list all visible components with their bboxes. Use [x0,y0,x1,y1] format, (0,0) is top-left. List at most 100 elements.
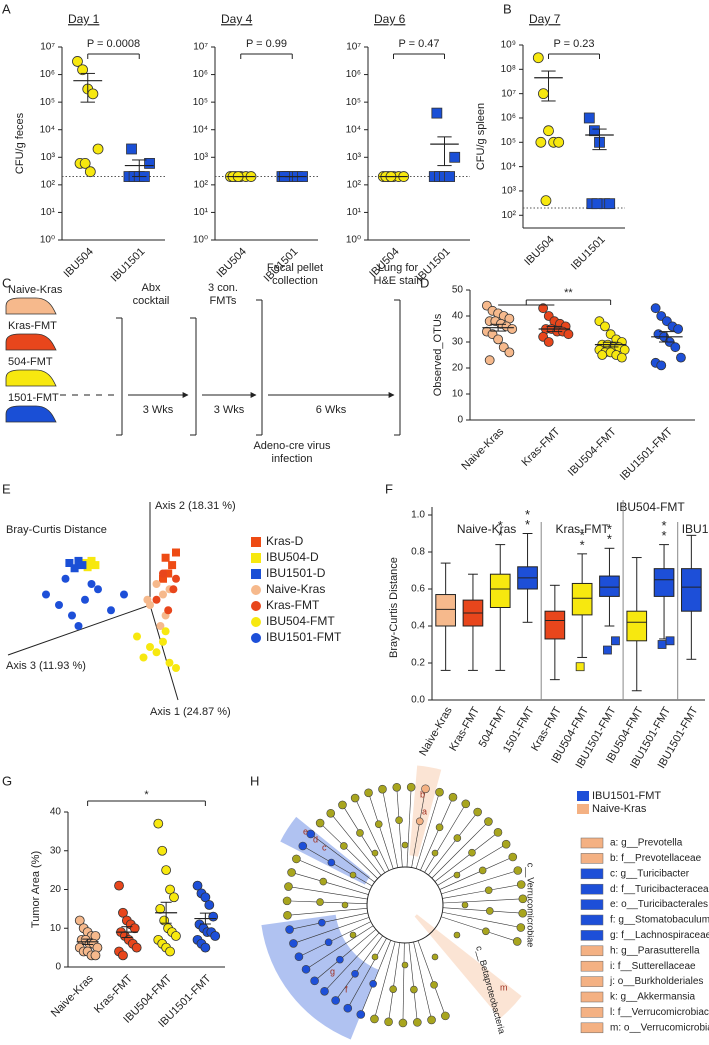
tree-node [298,841,308,851]
circle-marker [676,352,686,363]
tree-node [482,927,490,936]
circle-marker [68,611,76,620]
tree-branch [320,891,368,900]
tree-branch [488,884,522,891]
tree-node [285,925,294,934]
y-tick-label: 10 [50,923,62,934]
axis-label: Axis 3 (11.93 %) [6,660,86,672]
y-tick-label: 50 [452,285,464,296]
significance-star: * [498,528,503,543]
x-tick-label: Naive-Kras [459,425,506,472]
y-tick-label: 0.6 [411,584,425,595]
tree-node [453,834,462,842]
tree-branch [488,920,521,928]
y-axis-label: Bray-Curtis Distance [388,557,400,658]
significance-star: * [662,528,667,543]
tree-node [478,866,487,875]
taxon-swatch [580,930,604,941]
x-tick-label: Naive-Kras [49,972,96,1019]
panel-letter: B [503,1,512,16]
y-axis-label: CFU/g spleen [475,103,487,170]
circle-marker [251,633,261,643]
tree-branch [477,843,507,862]
circle-marker [172,574,180,583]
mouse-label: Naive-Kras [8,284,63,296]
taxon-label: f: g__Stomatobaculum [610,915,709,926]
taxon-swatch [580,883,604,895]
tree-node [431,953,439,961]
square-marker [87,556,96,565]
y-tick-label: 10⁷ [501,88,516,99]
y-tick-label: 10² [194,179,209,190]
circle-marker [200,892,211,903]
tree-branch [291,872,324,882]
tree-node [453,871,461,879]
tree-branch [409,787,412,821]
box [489,573,511,609]
circle-marker [55,601,63,609]
square-marker [172,548,180,557]
tree-branch [482,856,513,871]
circle-marker [532,52,544,64]
tree-branch [333,925,374,952]
circle-marker [251,617,261,627]
y-tick-label: 10⁰ [346,235,361,246]
tree-node [453,931,461,939]
circle-marker [161,865,172,876]
y-tick-label: 10⁵ [40,97,55,108]
square-marker [591,198,603,210]
taxon-label: m: o__Verrucomicrobiales [610,1022,709,1033]
y-tick-label: 10⁵ [346,97,361,108]
circle-marker [543,337,554,347]
tree-branch [374,987,384,1020]
taxon-swatch [580,1022,604,1034]
tree-node [410,985,418,994]
circle-marker [139,653,148,662]
y-tick-label: 10² [502,210,517,221]
clade-label: c__Verrucomicrobiae [526,863,536,948]
step-label: Adeno-cre virus infection [253,440,331,465]
legend-swatch [577,804,589,814]
tree-node [356,829,364,837]
circle-marker [61,574,70,583]
y-tick-label: 0 [457,415,463,426]
tree-node [473,807,482,817]
circle-marker [152,595,161,604]
y-tick-label: 10⁶ [40,69,55,80]
tree-branch [442,907,490,912]
tree-branch [431,844,466,879]
significance-label: P = 0.0008 [87,38,140,50]
tree-branch [330,813,352,840]
tree-node [518,894,528,904]
tree-node [461,799,471,809]
tree-node [389,985,397,993]
mouse-label: Kras-FMT [8,320,57,332]
legend-label: IBU1501-FMT [592,790,661,802]
tree-branch [320,908,368,913]
tree-branch [354,797,370,829]
circle-marker [155,903,166,914]
box [435,594,456,627]
y-axis-label: CFU/g feces [14,112,26,174]
circle-marker [656,360,667,371]
legend-label: Naive-Kras [592,803,647,815]
circle-marker [77,64,88,76]
tree-node [512,937,522,946]
y-tick-label: 10² [347,179,362,190]
tree-branch [346,932,380,968]
tree-branch [392,942,401,990]
circle-marker [169,585,178,594]
tree-label: e [303,826,308,836]
panel-title: Bray-Curtis Distance [6,524,107,536]
box [681,568,702,612]
tree-label: b [420,789,425,799]
x-tick-label: IBU504 [61,246,95,280]
legend-label: Naive-Kras [266,582,325,596]
tree-node [350,793,360,803]
square-marker [126,143,137,155]
circle-marker [107,606,115,615]
y-tick-label: 10³ [347,152,362,163]
y-tick-label: 10¹ [41,207,56,218]
tree-branch [324,966,348,992]
step-label: 3 con. FMTs [208,282,238,307]
